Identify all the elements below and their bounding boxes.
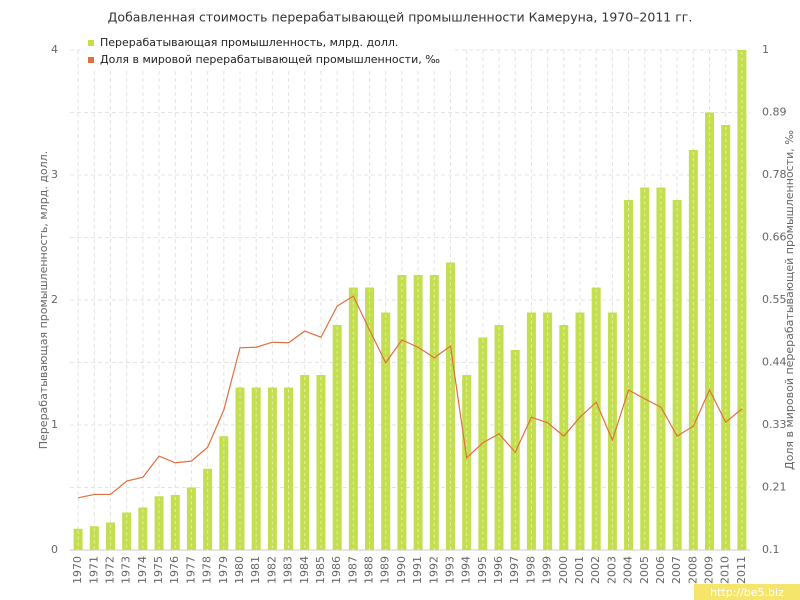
x-tick-label: 1977 (184, 556, 197, 584)
x-tick-label: 1981 (249, 556, 262, 584)
bar (89, 526, 99, 550)
y-tick-label: 0 (51, 543, 58, 556)
legend-label: Доля в мировой перерабатывающей промышле… (100, 53, 440, 66)
bar (429, 275, 439, 550)
x-tick-label: 1989 (379, 556, 392, 584)
watermark: http://be5.biz (710, 586, 784, 599)
y-tick-label: 3 (51, 168, 58, 181)
x-tick-label: 1978 (201, 556, 214, 584)
y2-tick-label: 0.89 (762, 106, 787, 119)
x-tick-label: 1988 (363, 556, 376, 584)
x-tick-label: 2006 (654, 556, 667, 584)
y-tick-label: 2 (51, 293, 58, 306)
x-tick-label: 1975 (152, 556, 165, 584)
x-tick-label: 1970 (71, 556, 84, 584)
y-axis-label: Перерабатывающая промышленность, млрд. д… (37, 151, 50, 449)
x-tick-label: 2009 (703, 556, 716, 584)
x-tick-label: 2005 (638, 556, 651, 584)
y2-tick-label: 0.78 (762, 168, 787, 181)
legend-marker (88, 57, 94, 63)
y2-tick-label: 0.44 (762, 356, 787, 369)
x-tick-label: 1980 (233, 556, 246, 584)
bar (591, 287, 601, 550)
x-tick-label: 1985 (314, 556, 327, 584)
bar (105, 522, 115, 550)
x-tick-label: 1998 (524, 556, 537, 584)
bar (122, 512, 132, 550)
x-tick-label: 1999 (541, 556, 554, 584)
x-tick-label: 2002 (589, 556, 602, 584)
x-tick-label: 1983 (282, 556, 295, 584)
y2-axis-label: Доля в мировой перерабатывающей промышле… (783, 130, 796, 470)
bar (624, 200, 634, 550)
x-tick-label: 1987 (346, 556, 359, 584)
x-tick-label: 2011 (735, 556, 748, 584)
bar (656, 187, 666, 550)
y-tick-label: 1 (51, 418, 58, 431)
x-tick-label: 1979 (217, 556, 230, 584)
x-tick-label: 1994 (460, 556, 473, 584)
x-tick-label: 1972 (103, 556, 116, 584)
bar (186, 487, 196, 550)
y2-tick-label: 0.66 (762, 231, 787, 244)
x-tick-label: 1984 (298, 556, 311, 584)
x-tick-label: 1996 (492, 556, 505, 584)
y2-tick-label: 0.33 (762, 418, 787, 431)
y2-tick-label: 0.1 (762, 543, 780, 556)
chart-title: Добавленная стоимость перерабатывающей п… (108, 10, 693, 25)
legend-marker (88, 40, 94, 46)
x-tick-label: 2004 (622, 556, 635, 584)
x-tick-label: 2007 (670, 556, 683, 584)
x-tick-label: 2000 (557, 556, 570, 584)
y2-tick-label: 0.21 (762, 481, 787, 494)
x-tick-label: 1991 (411, 556, 424, 584)
line (77, 295, 743, 499)
x-tick-label: 1992 (427, 556, 440, 584)
watermark-box (694, 584, 800, 600)
x-tick-label: 2010 (719, 556, 732, 584)
x-tick-label: 2003 (605, 556, 618, 584)
legend-box (80, 34, 455, 70)
x-tick-label: 1993 (443, 556, 456, 584)
bar (413, 275, 423, 550)
x-tick-label: 1997 (508, 556, 521, 584)
y2-tick-label: 1 (762, 43, 769, 56)
x-tick-label: 1982 (265, 556, 278, 584)
legend: Перерабатывающая промышленность, млрд. д… (80, 34, 455, 70)
x-tick-label: 1995 (476, 556, 489, 584)
x-tick-label: 2008 (686, 556, 699, 584)
x-tick-label: 1986 (330, 556, 343, 584)
y-tick-label: 4 (51, 43, 58, 56)
bar (672, 200, 682, 550)
bar (365, 287, 375, 550)
bar (445, 262, 455, 550)
x-tick-label: 1974 (136, 556, 149, 584)
legend-label: Перерабатывающая промышленность, млрд. д… (100, 36, 398, 49)
x-tick-label: 1976 (168, 556, 181, 584)
bar (397, 275, 407, 550)
x-tick-label: 1971 (87, 556, 100, 584)
x-tick-label: 1973 (120, 556, 133, 584)
x-tick-label: 2001 (573, 556, 586, 584)
x-tick-label: 1990 (395, 556, 408, 584)
bar (348, 287, 358, 550)
y2-tick-label: 0.55 (762, 293, 787, 306)
bar (640, 187, 650, 550)
